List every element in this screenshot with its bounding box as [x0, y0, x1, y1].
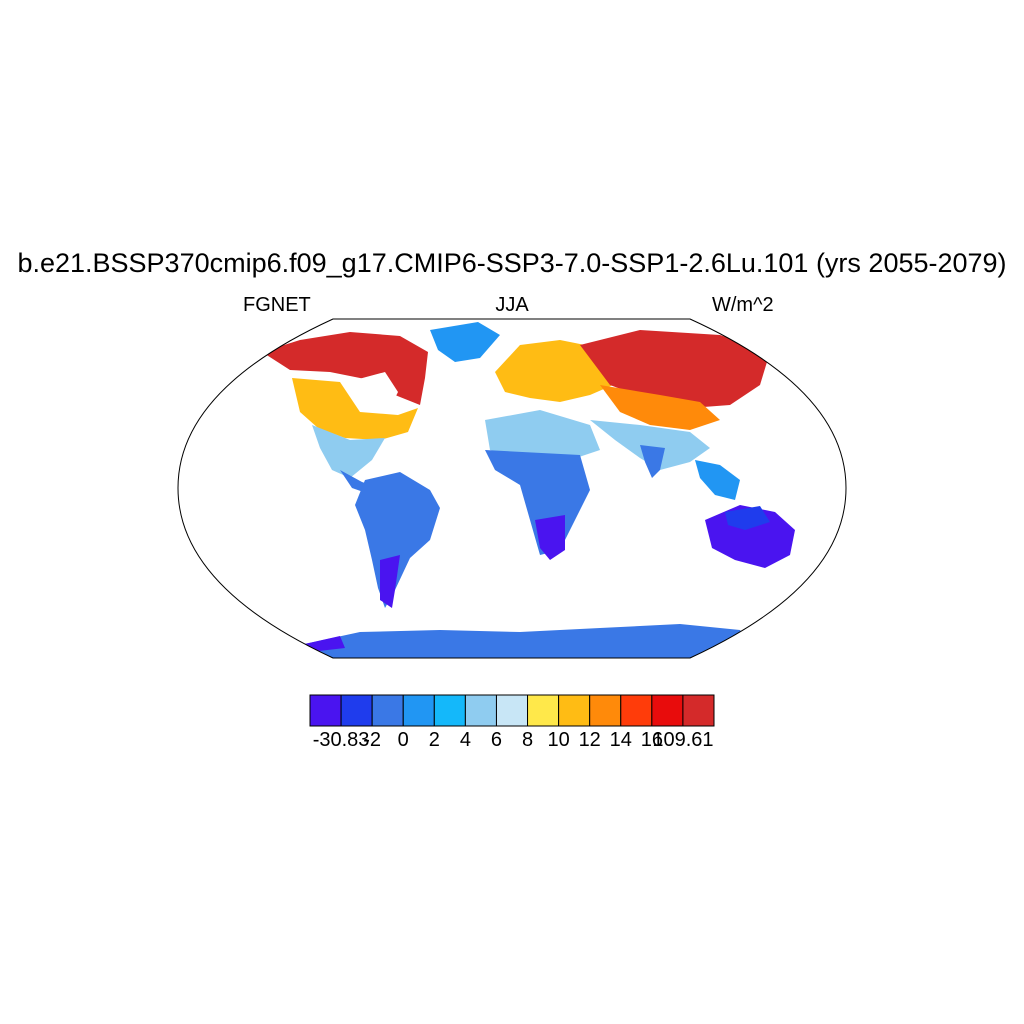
- season-label: JJA: [495, 294, 529, 316]
- colorbar-swatch: [558, 694, 591, 727]
- region-southeast-asia: [695, 460, 740, 500]
- colorbar: [309, 694, 715, 727]
- map-frame: [177, 318, 847, 659]
- units-label: W/m^2: [712, 294, 774, 316]
- region-hudson-bay: [350, 372, 398, 412]
- colorbar-tick-label: 14: [609, 729, 632, 751]
- colorbar-tick-label: 16: [640, 729, 663, 751]
- region-south-asia: [590, 420, 710, 470]
- colorbar-tick-label: 8: [521, 729, 534, 751]
- colorbar-swatch: [651, 694, 684, 727]
- colorbar-swatch: [402, 694, 435, 727]
- region-antarctica: [290, 624, 760, 658]
- colorbar-swatch: [340, 694, 373, 727]
- colorbar-tick-label: 0: [397, 729, 409, 751]
- colorbar-swatch: [589, 694, 622, 727]
- colorbar-tick-label: 4: [459, 729, 471, 751]
- colorbar-swatch: [682, 694, 715, 727]
- variable-label: FGNET: [243, 294, 311, 316]
- colorbar-tick-label: -30.83: [312, 729, 370, 751]
- region-central-asia: [600, 385, 720, 430]
- colorbar-swatch: [620, 694, 653, 727]
- colorbar-tick-label: 2: [428, 729, 440, 751]
- region-north-africa: [485, 410, 600, 460]
- colorbar-tick-label: -2: [363, 729, 382, 751]
- land-field: [262, 322, 795, 658]
- colorbar-swatch: [495, 694, 529, 727]
- region-north-america-mid: [292, 378, 418, 440]
- colorbar-swatch: [371, 694, 404, 727]
- region-south-america: [355, 472, 440, 608]
- region-greenland: [430, 322, 500, 362]
- colorbar-tick-label: 6: [490, 729, 503, 751]
- colorbar-swatch: [527, 694, 560, 727]
- colorbar-swatch: [309, 694, 342, 727]
- region-australia-north: [725, 506, 770, 530]
- colorbar-tick-label: 10: [547, 729, 570, 751]
- region-siberia: [580, 330, 770, 408]
- colorbar-tick-label: 12: [578, 729, 601, 751]
- region-north-america-south: [312, 425, 385, 478]
- colorbar-tick-label: 109.61: [652, 729, 714, 751]
- map-title: b.e21.BSSP370cmip6.f09_g17.CMIP6-SSP3-7.…: [17, 248, 1007, 278]
- region-africa-central: [485, 450, 590, 555]
- colorbar-swatch: [433, 694, 466, 727]
- region-india: [640, 445, 665, 478]
- region-africa-south: [535, 515, 565, 560]
- colorbar-swatch: [464, 694, 497, 727]
- region-south-america-tip: [380, 555, 400, 608]
